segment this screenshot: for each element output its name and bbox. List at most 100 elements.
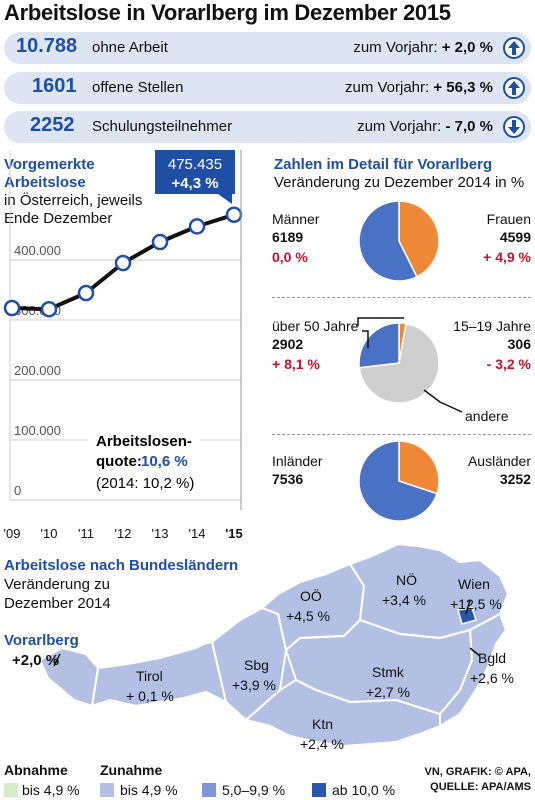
stat-row-open-positions: 1601 offene Stellen zum Vorjahr: + 56,3 … (4, 72, 531, 104)
data-point (114, 254, 132, 272)
map-state-name: Ktn (312, 716, 334, 732)
callout-box (155, 150, 235, 194)
young-value: 306 (507, 336, 531, 352)
legend-swatch (202, 783, 216, 797)
callout-pointer (218, 194, 232, 204)
leader-line-vorarlberg (53, 653, 61, 667)
stat-label: offene Stellen (92, 79, 184, 96)
legend-increase-label: Zunahme (100, 762, 163, 778)
pie-slice (358, 322, 400, 369)
pie-slice (398, 440, 440, 495)
stat-row-trainees: 2252 Schulungsteilnehmer zum Vorjahr: - … (4, 111, 531, 143)
men-change: 0,0 % (272, 249, 308, 265)
detail-heading: Zahlen im Detail für Vorarlberg (274, 156, 493, 173)
legend-item-label: ab 10,0 % (332, 782, 396, 798)
x-tick-label: '15 (225, 526, 243, 541)
state-kaernten (243, 678, 441, 748)
young-change: - 3,2 % (486, 356, 531, 372)
x-tick-label: '14 (189, 526, 206, 541)
foreign-label: Ausländer (467, 453, 531, 469)
data-point (151, 233, 169, 251)
arrow-up-icon (503, 37, 525, 59)
y-tick-label: 0 (14, 483, 21, 498)
map-sub-2: Dezember 2014 (4, 595, 111, 612)
map-state-name: Bgld (478, 650, 507, 666)
data-point (77, 284, 95, 302)
line-chart-sub-1: in Österreich, jeweils (4, 192, 143, 209)
map-state-name: Sbg (244, 657, 269, 673)
legend-swatch (4, 783, 18, 797)
x-tick-label: '09 (4, 526, 21, 541)
y-tick-label: 400.000 (14, 243, 61, 258)
x-tick-label: '12 (115, 526, 132, 541)
austria-map (38, 542, 510, 748)
data-point (40, 300, 58, 318)
data-point (225, 206, 243, 223)
divider (272, 434, 531, 435)
map-state-value: + 0,1 % (126, 688, 174, 704)
stat-compare: zum Vorjahr: + 2,0 % (353, 39, 493, 56)
legend-item-label: bis 4,9 % (22, 782, 80, 798)
stat-compare: zum Vorjahr: + 56,3 % (344, 79, 493, 96)
map-state-value: +2,6 % (470, 670, 514, 686)
map-state-value: +12,5 % (450, 596, 502, 612)
x-tick-label: '13 (152, 526, 169, 541)
arrow-up-icon (503, 77, 525, 99)
quote-previous: (2014: 10,2 %) (96, 475, 194, 492)
quote-label-2: quote: (96, 453, 142, 470)
legend-item-label: 5,0–9,9 % (222, 782, 286, 798)
map-state-value: +2,7 % (366, 684, 410, 700)
credit-2: QUELLE: APA/AMS (430, 781, 531, 793)
over50-change: + 8,1 % (272, 356, 320, 372)
leader-line-other (423, 389, 463, 413)
pie-slice (398, 200, 440, 278)
map-state-value: +3,9 % (232, 677, 276, 693)
data-point (188, 218, 206, 235)
line-chart-sub-2: Ende Dezember (4, 210, 113, 227)
foreign-value: 3252 (499, 471, 531, 487)
austria-outline (38, 542, 510, 748)
stat-value: 1601 (32, 75, 77, 97)
pie-slice (358, 200, 418, 282)
stat-row-unemployed: 10.788 ohne Arbeit zum Vorjahr: + 2,0 % (4, 32, 531, 64)
callout-change: +4,3 % (171, 175, 218, 192)
map-state-value: +2,4 % (300, 736, 344, 752)
men-label: Männer (272, 211, 320, 227)
arrow-down-icon (503, 116, 525, 138)
x-tick-label: '10 (41, 526, 58, 541)
native-value: 7536 (272, 471, 304, 487)
leader-line-bgld (469, 647, 481, 657)
other-label: andere (465, 408, 509, 424)
stat-value: 2252 (30, 114, 75, 136)
map-state-value: +3,4 % (382, 592, 426, 608)
line-chart-heading-1: Vorgemerkte (4, 156, 95, 173)
quote-box (88, 427, 200, 495)
women-value: 4599 (499, 229, 531, 245)
map-state-name: NÖ (396, 572, 417, 588)
x-tick-label: '11 (78, 526, 94, 541)
pie-origin (358, 440, 440, 522)
native-label: Inländer (272, 453, 323, 469)
stat-label: Schulungsteilnehmer (92, 118, 233, 135)
map-state-name: OÖ (300, 588, 322, 604)
young-label: 15–19 Jahre (453, 318, 531, 334)
stat-compare: zum Vorjahr: - 7,0 % (357, 118, 493, 135)
women-change: + 4,9 % (483, 249, 531, 265)
vorarlberg-value: +2,0 % (12, 652, 60, 669)
map-state-name: Stmk (372, 664, 404, 680)
pie-age (357, 317, 463, 413)
y-tick-label: 200.000 (14, 363, 61, 378)
legend-swatch (312, 783, 326, 797)
quote-label-1: Arbeitslosen- (96, 433, 192, 450)
legend-swatch (100, 783, 114, 797)
map-heading: Arbeitslose nach Bundesländern (4, 557, 239, 574)
vorarlberg-label: Vorarlberg (4, 632, 79, 649)
leader-line-wien (465, 599, 471, 615)
quote-value: 10,6 % (141, 453, 188, 470)
women-label: Frauen (486, 211, 531, 227)
stat-label: ohne Arbeit (92, 39, 168, 56)
state-burgenland (439, 612, 508, 728)
leader-line-over50 (362, 330, 369, 348)
page-title: Arbeitslose in Vorarlberg im Dezember 20… (4, 0, 451, 25)
